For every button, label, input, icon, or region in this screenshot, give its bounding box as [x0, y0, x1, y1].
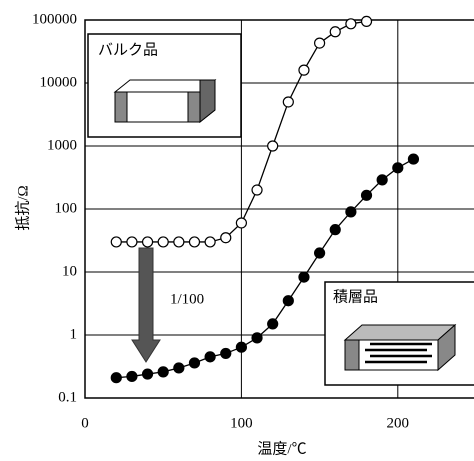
inner-layers	[365, 342, 432, 364]
x-tick-label: 100	[230, 415, 253, 431]
bulk-inset: バルク品	[87, 33, 242, 138]
data-point	[188, 236, 201, 248]
data-point	[188, 357, 201, 369]
data-point	[314, 247, 326, 259]
electrode	[199, 79, 216, 124]
data-point	[345, 18, 357, 30]
data-point	[329, 26, 341, 38]
y-tick-label: 10	[62, 263, 77, 279]
data-point	[126, 370, 138, 383]
y-tick-label: 1	[70, 326, 78, 342]
data-point	[376, 174, 388, 186]
data-point	[173, 362, 185, 374]
data-point	[235, 217, 247, 229]
data-point	[141, 236, 154, 248]
data-point	[220, 347, 232, 360]
data-point	[329, 224, 341, 236]
chip-top	[343, 324, 457, 341]
chip-side	[437, 323, 456, 372]
annotation: 1/100	[170, 291, 204, 307]
reduction-arrow	[131, 247, 161, 363]
data-point	[173, 236, 185, 248]
data-point	[407, 153, 420, 165]
electrode	[187, 91, 201, 123]
inset-label: 積層品	[333, 288, 378, 305]
y-tick-label: 100	[55, 200, 78, 216]
electrode	[344, 339, 360, 371]
y-axis-label: 抵抗/Ω	[14, 185, 31, 230]
data-point	[360, 15, 373, 28]
data-point	[298, 271, 310, 283]
data-point	[204, 236, 216, 248]
y-tick-label: 100000	[32, 11, 77, 27]
data-point	[314, 37, 326, 49]
x-tick-label: 200	[387, 415, 410, 431]
multilayer-inset: 積層品	[324, 281, 474, 386]
data-point	[282, 295, 294, 307]
data-point	[345, 206, 357, 218]
x-axis-label: 温度/℃	[257, 440, 306, 457]
data-point	[360, 189, 373, 201]
data-point	[251, 332, 263, 344]
data-point	[204, 351, 216, 363]
data-point	[298, 64, 310, 76]
data-point	[251, 184, 263, 196]
data-point	[267, 140, 279, 152]
data-point	[141, 368, 154, 380]
y-tick-label: 1000	[47, 137, 77, 153]
y-tick-label: 10000	[40, 74, 78, 90]
data-point	[235, 341, 247, 353]
data-point	[282, 96, 294, 108]
data-point	[110, 372, 122, 384]
data-point	[110, 236, 122, 248]
y-tick-label: 0.1	[58, 389, 77, 405]
electrode	[114, 91, 128, 123]
x-tick-label: 0	[81, 415, 89, 431]
data-point	[267, 318, 279, 330]
data-point	[220, 232, 232, 244]
data-point	[157, 236, 169, 248]
chip-front	[114, 91, 201, 123]
data-point	[157, 366, 169, 378]
data-point	[392, 162, 404, 174]
inset-label: バルク品	[98, 41, 158, 58]
data-point	[126, 236, 138, 248]
plot-area: 0.1 1 10 100 1000 10000 100000 0 100 200	[32, 11, 474, 431]
